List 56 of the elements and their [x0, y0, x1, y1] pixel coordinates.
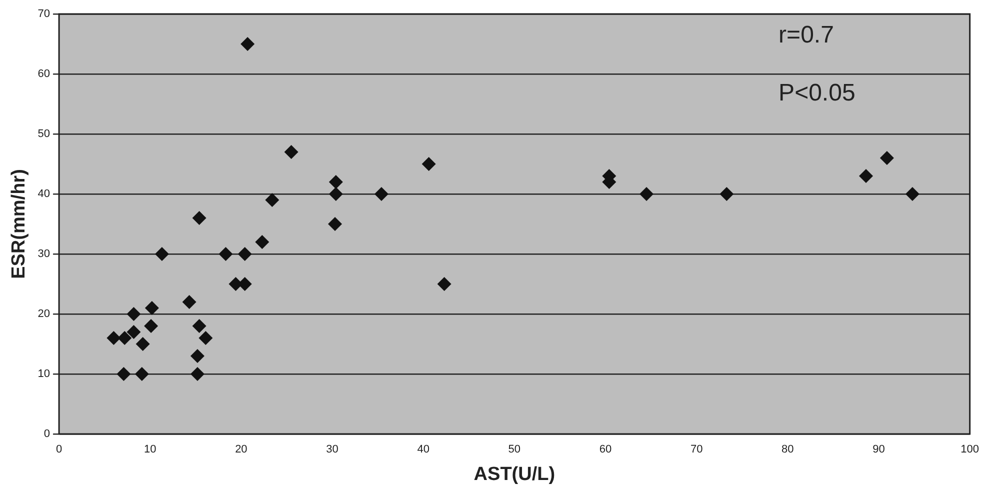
point — [880, 151, 894, 165]
y-tick-label: 70 — [38, 8, 50, 20]
point — [255, 235, 270, 249]
x-tick-label: 40 — [417, 444, 430, 456]
point — [182, 295, 196, 309]
y-tick-label: 0 — [44, 428, 50, 440]
y-tick-label: 60 — [38, 68, 50, 80]
point — [422, 157, 436, 171]
point — [238, 247, 252, 261]
x-tick-label: 0 — [56, 444, 62, 456]
x-tick-label: 70 — [690, 444, 703, 456]
x-tick-label: 20 — [235, 444, 248, 456]
point — [328, 217, 342, 231]
x-axis-title: AST(U/L) — [474, 464, 556, 485]
point — [284, 145, 298, 159]
point — [190, 367, 204, 381]
point — [437, 277, 452, 291]
x-tick-label: 50 — [508, 444, 521, 456]
annotation: P<0.05 — [778, 80, 856, 107]
point — [720, 187, 734, 201]
point — [144, 319, 158, 333]
x-tick-label: 30 — [326, 444, 338, 456]
annotation: r=0.7 — [778, 22, 834, 49]
x-tick-label: 10 — [144, 444, 156, 456]
point — [116, 367, 131, 381]
point — [905, 187, 920, 201]
point — [136, 337, 150, 351]
point — [265, 193, 280, 207]
y-tick-label: 10 — [38, 368, 50, 380]
point — [154, 247, 169, 261]
x-tick-label: 100 — [960, 444, 980, 456]
y-tick-label: 30 — [38, 248, 50, 260]
point — [328, 175, 343, 189]
y-tick-label: 50 — [38, 128, 50, 140]
point — [190, 349, 204, 363]
x-tick-label: 60 — [599, 444, 612, 456]
point — [118, 331, 132, 345]
point — [639, 187, 654, 201]
point — [106, 331, 121, 345]
point — [192, 319, 206, 333]
point — [126, 307, 141, 321]
point — [134, 367, 149, 381]
point — [198, 331, 213, 345]
x-tick-label: 90 — [872, 444, 885, 456]
point — [374, 187, 388, 201]
point — [858, 169, 873, 183]
point — [192, 211, 206, 225]
point — [126, 325, 141, 339]
y-axis-title: ESR(mm/hr) — [8, 169, 30, 279]
y-tick-label: 40 — [38, 188, 50, 200]
point — [240, 37, 255, 51]
y-tick-label: 20 — [38, 308, 50, 320]
point — [144, 301, 159, 315]
x-tick-label: 80 — [782, 444, 794, 456]
point — [328, 187, 343, 201]
point — [218, 247, 233, 261]
